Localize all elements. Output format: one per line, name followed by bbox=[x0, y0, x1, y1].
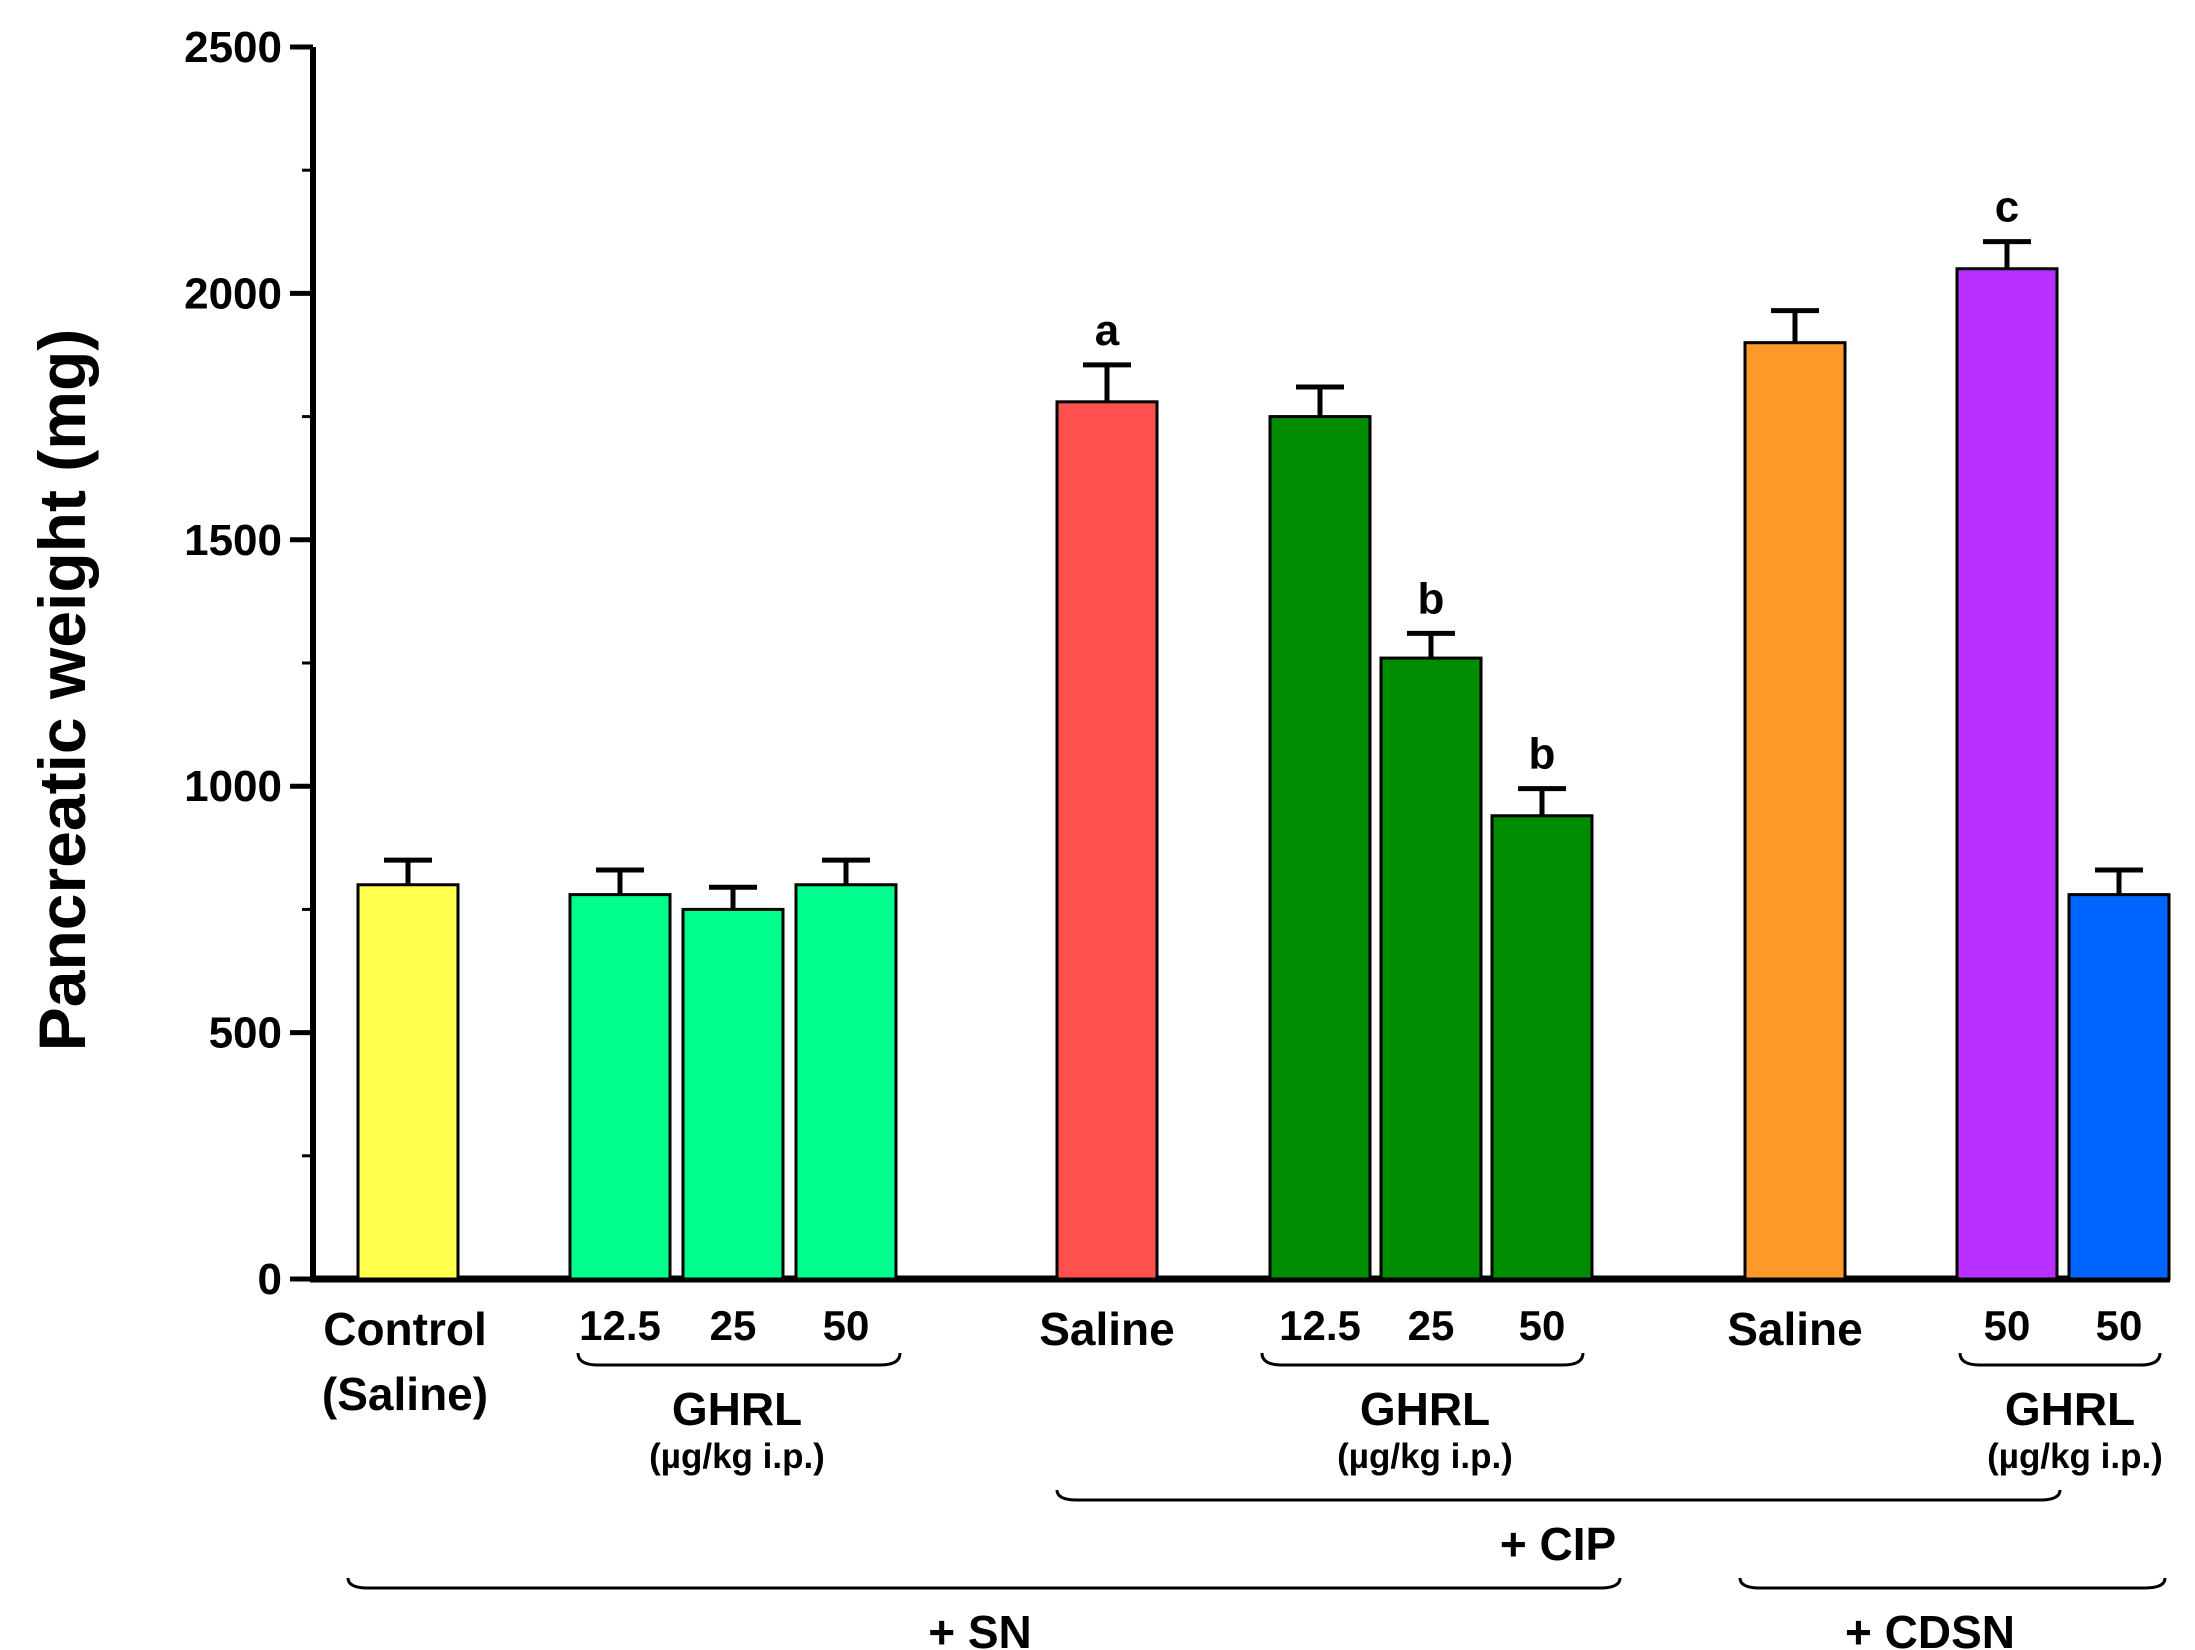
significance-label: c bbox=[1995, 183, 2019, 232]
sn-brace bbox=[346, 1577, 1622, 1590]
cdsn-label: + CDSN bbox=[1845, 1606, 2015, 1650]
bar bbox=[568, 893, 672, 1281]
cdsn-brace bbox=[1738, 1577, 2167, 1590]
category-labels: Control 12.5 25 50 Saline 12.5 25 50 Saline 50 50 bbox=[323, 1302, 2142, 1355]
bar bbox=[794, 883, 898, 1281]
category-label: 12.5 bbox=[1279, 1302, 1361, 1349]
y-tick-label: 500 bbox=[209, 1009, 282, 1058]
bar bbox=[1379, 656, 1483, 1281]
control-sublabel: (Saline) bbox=[322, 1368, 488, 1420]
bar bbox=[1490, 814, 1594, 1281]
bar bbox=[1743, 341, 1847, 1281]
ghrl-label-3: GHRL bbox=[2005, 1383, 2135, 1435]
ghrl-label-1: GHRL bbox=[672, 1383, 802, 1435]
y-tick-label: 2500 bbox=[184, 23, 282, 72]
y-axis-title: Pancreatic weight (mg) bbox=[25, 329, 99, 1052]
y-tick-label: 1000 bbox=[184, 762, 282, 811]
y-ticks: 0 500 1000 1500 2000 2500 bbox=[184, 23, 313, 1304]
category-label: 50 bbox=[1984, 1302, 2031, 1349]
category-label: Control bbox=[323, 1303, 487, 1355]
cip-brace bbox=[1055, 1489, 2062, 1502]
ghrl-brace-2 bbox=[1260, 1352, 1585, 1367]
significance-label: b bbox=[1418, 574, 1445, 623]
bars: a b b c bbox=[356, 183, 2171, 1281]
bar bbox=[681, 907, 785, 1281]
ghrl-brace-1 bbox=[576, 1352, 902, 1367]
ghrl-unit-1: (µg/kg i.p.) bbox=[649, 1437, 825, 1476]
significance-label: a bbox=[1095, 306, 1120, 355]
significance-label: b bbox=[1529, 730, 1556, 779]
bar bbox=[356, 883, 460, 1281]
ghrl-brace-3 bbox=[1958, 1352, 2162, 1367]
category-label: 25 bbox=[1408, 1302, 1455, 1349]
sn-label: + SN bbox=[928, 1606, 1032, 1650]
category-label: Saline bbox=[1039, 1303, 1175, 1355]
bar bbox=[1055, 400, 1159, 1281]
category-label: 50 bbox=[2096, 1302, 2143, 1349]
ghrl-label-2: GHRL bbox=[1360, 1383, 1490, 1435]
y-tick-label: 1500 bbox=[184, 516, 282, 565]
category-label: 50 bbox=[1519, 1302, 1566, 1349]
y-tick-label: 0 bbox=[258, 1255, 282, 1304]
ghrl-unit-2: (µg/kg i.p.) bbox=[1337, 1437, 1513, 1476]
cip-label: + CIP bbox=[1500, 1518, 1616, 1570]
bar bbox=[1268, 415, 1372, 1281]
ghrl-unit-3: (µg/kg i.p.) bbox=[1987, 1437, 2163, 1476]
bar bbox=[2067, 893, 2171, 1281]
category-label: 25 bbox=[710, 1302, 757, 1349]
bar bbox=[1955, 267, 2059, 1281]
category-label: 12.5 bbox=[579, 1302, 661, 1349]
category-label: 50 bbox=[823, 1302, 870, 1349]
y-tick-label: 2000 bbox=[184, 269, 282, 318]
category-label: Saline bbox=[1727, 1303, 1863, 1355]
